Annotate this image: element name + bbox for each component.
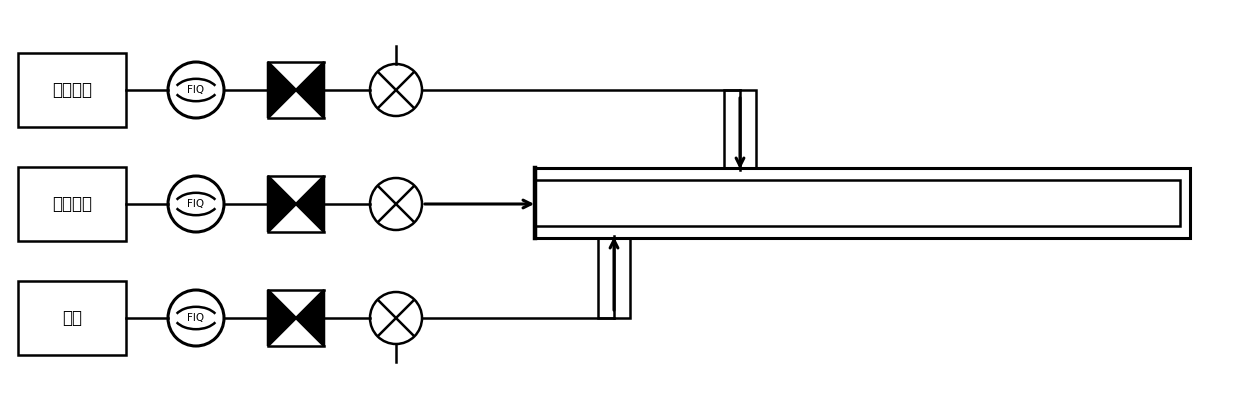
Circle shape [370,292,422,344]
Bar [19,281,126,355]
Circle shape [167,290,224,346]
Polygon shape [268,176,296,232]
Text: 助燃风机: 助燃风机 [52,195,92,213]
Bar [19,167,126,241]
Bar [598,238,630,318]
Bar [19,53,126,127]
Bar [724,90,756,168]
Circle shape [167,176,224,232]
Polygon shape [296,290,324,346]
Circle shape [370,64,422,116]
Text: FIQ: FIQ [187,199,205,209]
Circle shape [167,62,224,118]
Text: 煞气风机: 煞气风机 [52,81,92,99]
Bar [534,168,1190,238]
Text: 氧气: 氧气 [62,309,82,327]
Polygon shape [268,290,296,346]
Polygon shape [268,62,296,118]
Bar [534,180,1180,226]
Circle shape [370,178,422,230]
Text: FIQ: FIQ [187,313,205,323]
Polygon shape [296,176,324,232]
Text: FIQ: FIQ [187,85,205,95]
Polygon shape [296,62,324,118]
